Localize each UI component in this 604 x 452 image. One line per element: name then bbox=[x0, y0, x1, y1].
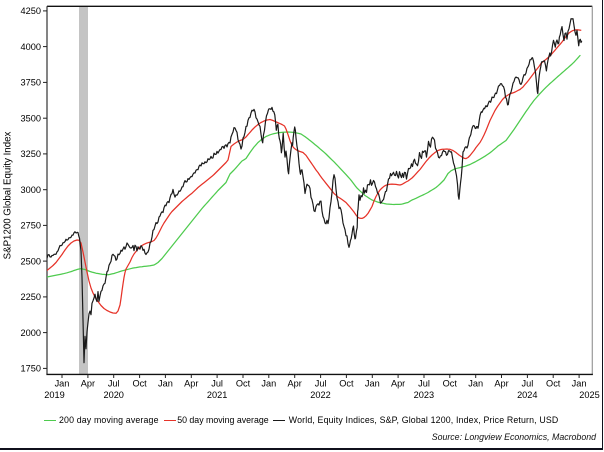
svg-text:Apr: Apr bbox=[81, 379, 95, 389]
svg-text:2019: 2019 bbox=[44, 390, 64, 400]
svg-text:Oct: Oct bbox=[132, 379, 147, 389]
svg-text:Jul: Jul bbox=[108, 379, 120, 389]
svg-text:1750: 1750 bbox=[21, 364, 41, 374]
svg-text:2750: 2750 bbox=[21, 221, 41, 231]
svg-text:Apr: Apr bbox=[494, 379, 508, 389]
svg-text:2024: 2024 bbox=[517, 390, 537, 400]
svg-text:2500: 2500 bbox=[21, 256, 41, 266]
svg-text:2250: 2250 bbox=[21, 292, 41, 302]
svg-text:Jul: Jul bbox=[211, 379, 223, 389]
svg-text:2023: 2023 bbox=[414, 390, 434, 400]
svg-text:Apr: Apr bbox=[288, 379, 302, 389]
svg-text:2000: 2000 bbox=[21, 328, 41, 338]
svg-text:Oct: Oct bbox=[443, 379, 458, 389]
svg-text:Jan: Jan bbox=[365, 379, 380, 389]
svg-text:Oct: Oct bbox=[339, 379, 354, 389]
svg-text:Oct: Oct bbox=[236, 379, 251, 389]
svg-text:2022: 2022 bbox=[310, 390, 330, 400]
svg-text:3500: 3500 bbox=[21, 113, 41, 123]
svg-text:Jan: Jan bbox=[158, 379, 173, 389]
svg-text:Jan: Jan bbox=[55, 379, 70, 389]
svg-text:3250: 3250 bbox=[21, 149, 41, 159]
svg-text:2025: 2025 bbox=[579, 390, 599, 400]
svg-text:Jul: Jul bbox=[418, 379, 430, 389]
svg-text:Apr: Apr bbox=[391, 379, 405, 389]
svg-text:4250: 4250 bbox=[21, 6, 41, 16]
svg-text:Jan: Jan bbox=[261, 379, 276, 389]
svg-text:Jan: Jan bbox=[468, 379, 483, 389]
svg-text:3750: 3750 bbox=[21, 78, 41, 88]
svg-text:Oct: Oct bbox=[546, 379, 561, 389]
svg-text:Apr: Apr bbox=[184, 379, 198, 389]
svg-text:4000: 4000 bbox=[21, 42, 41, 52]
svg-text:3000: 3000 bbox=[21, 185, 41, 195]
svg-text:2021: 2021 bbox=[207, 390, 227, 400]
svg-text:Jul: Jul bbox=[522, 379, 534, 389]
svg-text:Jan: Jan bbox=[572, 379, 587, 389]
svg-text:Jul: Jul bbox=[315, 379, 327, 389]
svg-text:2020: 2020 bbox=[103, 390, 123, 400]
